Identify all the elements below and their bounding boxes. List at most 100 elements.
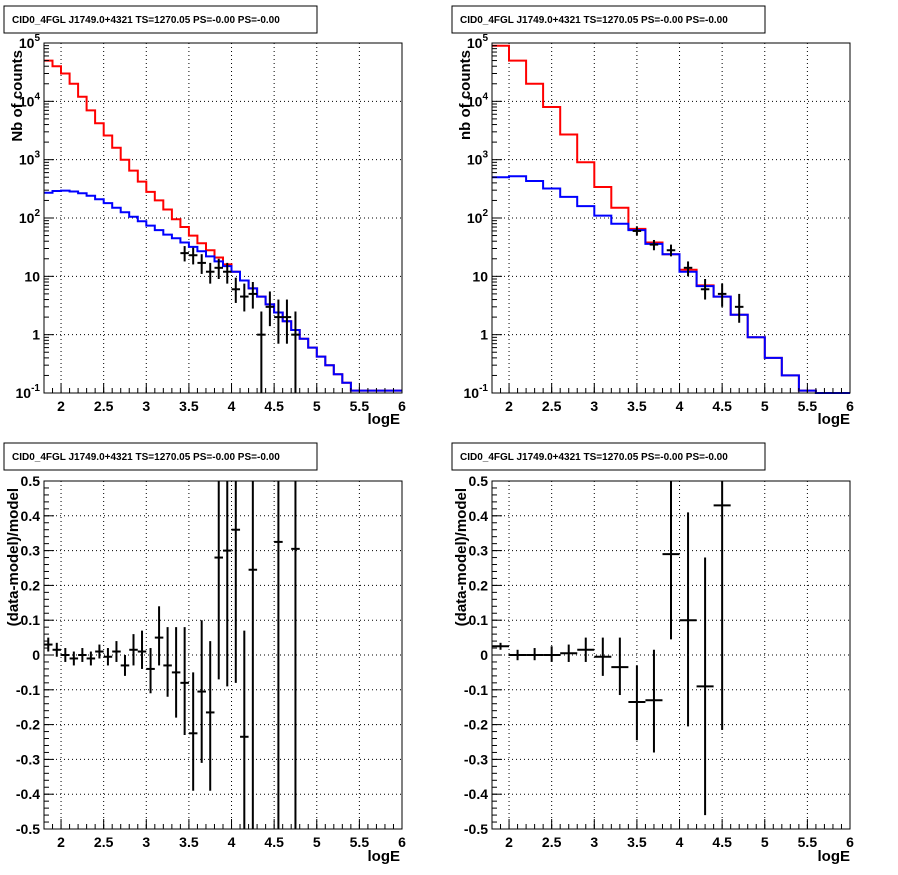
y-tick-label: 0.5 <box>21 473 41 489</box>
x-tick-label: 3.5 <box>627 834 647 850</box>
y-tick-label: -0.1 <box>464 682 488 698</box>
y-tick-label: -0.4 <box>16 786 40 802</box>
y-tick-label: 102 <box>467 208 489 226</box>
y-tick-label: 10-1 <box>464 383 489 401</box>
y-tick-label: 105 <box>467 33 489 51</box>
y-tick-label: 0.1 <box>21 612 41 628</box>
title-box <box>3 442 318 471</box>
x-tick-label: 6 <box>398 398 406 414</box>
x-tick-label: 3 <box>590 834 598 850</box>
title-box <box>451 5 766 34</box>
y-tick-label: -0.5 <box>16 821 40 837</box>
y-tick-label: -0.2 <box>464 717 488 733</box>
x-tick-label: 2.5 <box>542 398 562 414</box>
plot-series <box>44 481 300 829</box>
y-tick-label: 0.1 <box>469 612 489 628</box>
x-tick-label: 5.5 <box>350 398 370 414</box>
x-tick-label: 6 <box>846 834 854 850</box>
y-tick-label: 0.4 <box>21 508 41 524</box>
title-box <box>3 5 318 34</box>
chart-title: CID0_4FGL J1749.0+4321 TS=1270.05 PS=-0.… <box>460 452 728 463</box>
y-tick-label: 10 <box>472 268 488 284</box>
y-tick-label: 103 <box>467 150 489 168</box>
grid <box>492 43 850 393</box>
y-tick-label: -0.1 <box>16 682 40 698</box>
x-tick-label: 2 <box>57 398 65 414</box>
x-tick-label: 3.5 <box>627 398 647 414</box>
y-axis-label: (data-model)/model <box>5 488 22 626</box>
x-tick-label: 2 <box>505 834 513 850</box>
y-axis-label: nb of counts <box>457 50 474 140</box>
y-tick-label: 10 <box>24 268 40 284</box>
plot-series <box>492 44 850 394</box>
chart-title: CID0_4FGL J1749.0+4321 TS=1270.05 PS=-0.… <box>460 15 728 26</box>
y-tick-label: 0.2 <box>21 577 41 593</box>
panel-residuals-right: CID0_4FGL J1749.0+4321 TS=1270.05 PS=-0.… <box>451 442 854 865</box>
histogram-step-line <box>492 175 850 394</box>
x-tick-label: 4.5 <box>264 398 284 414</box>
x-tick-label: 5 <box>761 834 769 850</box>
x-tick-label: 3 <box>142 398 150 414</box>
x-tick-label: 5 <box>313 834 321 850</box>
y-tick-label: -0.3 <box>464 751 488 767</box>
y-tick-label: 0.4 <box>469 508 489 524</box>
x-tick-label: 3 <box>590 398 598 414</box>
y-tick-label: 102 <box>19 208 41 226</box>
axis-ticks: 2 2.5 3 3.5 4 4.5 5 5.5 6 -0.5 -0.4 -0.3 -0.2 -0.1 0 0.… <box>464 473 854 850</box>
x-tick-label: 6 <box>846 398 854 414</box>
chart-title: CID0_4FGL J1749.0+4321 TS=1270.05 PS=-0.… <box>12 452 280 463</box>
x-tick-label: 3.5 <box>179 834 199 850</box>
y-tick-label: -0.3 <box>16 751 40 767</box>
x-tick-label: 2.5 <box>94 398 114 414</box>
x-tick-label: 6 <box>398 834 406 850</box>
x-tick-label: 5 <box>761 398 769 414</box>
y-axis-label: Nb of counts <box>9 50 26 142</box>
x-tick-label: 2.5 <box>542 834 562 850</box>
plot-series <box>492 481 731 816</box>
x-tick-label: 5 <box>313 398 321 414</box>
grid <box>44 481 402 829</box>
y-tick-label: -0.4 <box>464 786 488 802</box>
grid <box>44 43 402 393</box>
x-tick-label: 4 <box>676 834 684 850</box>
x-axis-label: logE <box>818 411 851 428</box>
x-tick-label: 5.5 <box>798 398 818 414</box>
chart-title: CID0_4FGL J1749.0+4321 TS=1270.05 PS=-0.… <box>12 15 280 26</box>
histogram-step-line <box>492 44 850 394</box>
y-tick-label: 10-1 <box>16 383 41 401</box>
panel-counts-left: CID0_4FGL J1749.0+4321 TS=1270.05 PS=-0.… <box>3 5 407 428</box>
x-axis-label: logE <box>368 848 401 865</box>
axis-ticks: 2 2.5 3 3.5 4 4.5 5 5.5 6 -0.5 -0.4 -0.3 -0.2 -0.1 0 0.… <box>16 473 406 850</box>
y-tick-label: 0.5 <box>469 473 489 489</box>
x-tick-label: 4 <box>228 398 236 414</box>
x-tick-label: 5.5 <box>350 834 370 850</box>
y-tick-label: 0 <box>32 647 40 663</box>
histogram-step-line <box>44 189 402 392</box>
x-axis-label: logE <box>368 411 401 428</box>
panel-counts-right: CID0_4FGL J1749.0+4321 TS=1270.05 PS=-0.… <box>451 5 855 428</box>
x-tick-label: 5.5 <box>798 834 818 850</box>
x-tick-label: 3 <box>142 834 150 850</box>
y-tick-label: 105 <box>19 33 41 51</box>
y-tick-label: 103 <box>19 150 41 168</box>
x-axis-label: logE <box>818 848 851 865</box>
x-tick-label: 2.5 <box>94 834 114 850</box>
x-tick-label: 3.5 <box>179 398 199 414</box>
y-tick-label: 0.3 <box>21 543 41 559</box>
y-tick-label: 0 <box>480 647 488 663</box>
x-tick-label: 4 <box>228 834 236 850</box>
y-tick-label: -0.2 <box>16 717 40 733</box>
plot-series <box>44 59 402 393</box>
y-tick-label: 1 <box>480 327 488 343</box>
x-tick-label: 2 <box>505 398 513 414</box>
panel-residuals-left: CID0_4FGL J1749.0+4321 TS=1270.05 PS=-0.… <box>3 442 406 865</box>
y-tick-label: 1 <box>32 327 40 343</box>
x-tick-label: 4.5 <box>264 834 284 850</box>
y-tick-label: 0.2 <box>469 577 489 593</box>
y-axis-label: (data-model)/model <box>453 488 470 626</box>
y-tick-label: 0.3 <box>469 543 489 559</box>
x-tick-label: 4 <box>676 398 684 414</box>
